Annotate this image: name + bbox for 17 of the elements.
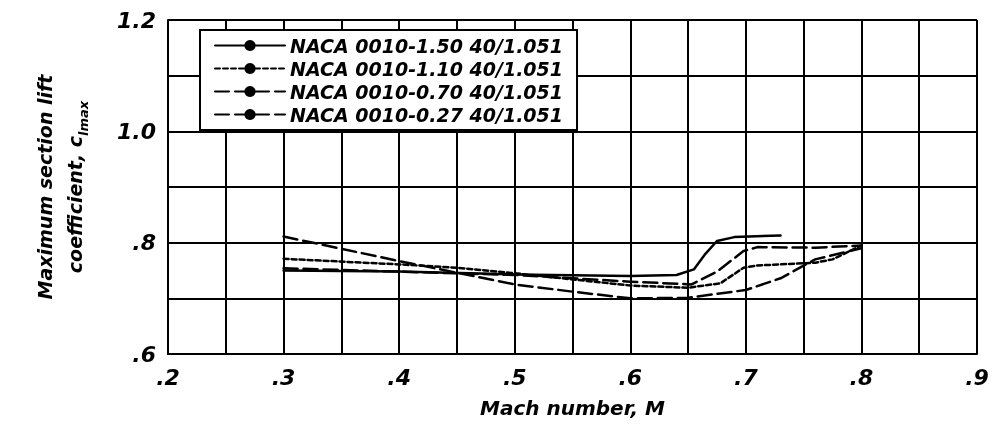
x-axis-title: Mach number, M xyxy=(479,396,666,420)
y-tick-label: 1.0 xyxy=(117,118,156,144)
y-tick-label: 1.2 xyxy=(117,7,156,33)
x-tick-label: .6 xyxy=(618,364,643,390)
x-tick-label: .8 xyxy=(849,364,874,390)
legend-label: NACA 0010-1.50 40/1.051 xyxy=(290,34,564,57)
x-tick-label: .2 xyxy=(156,364,180,390)
x-tick-label: .9 xyxy=(965,364,989,390)
x-tick-label: .4 xyxy=(387,364,411,390)
y-tick-label: .8 xyxy=(132,230,156,256)
legend-label: NACA 0010-1.10 40/1.051 xyxy=(290,57,564,80)
x-tick-label: .3 xyxy=(271,364,296,390)
x-tick-label: .7 xyxy=(734,364,759,390)
legend-label: NACA 0010-0.27 40/1.051 xyxy=(290,103,564,126)
legend-label: NACA 0010-0.70 40/1.051 xyxy=(290,80,564,103)
x-tick-label: .5 xyxy=(502,364,527,390)
y-tick-label: .6 xyxy=(132,341,156,367)
